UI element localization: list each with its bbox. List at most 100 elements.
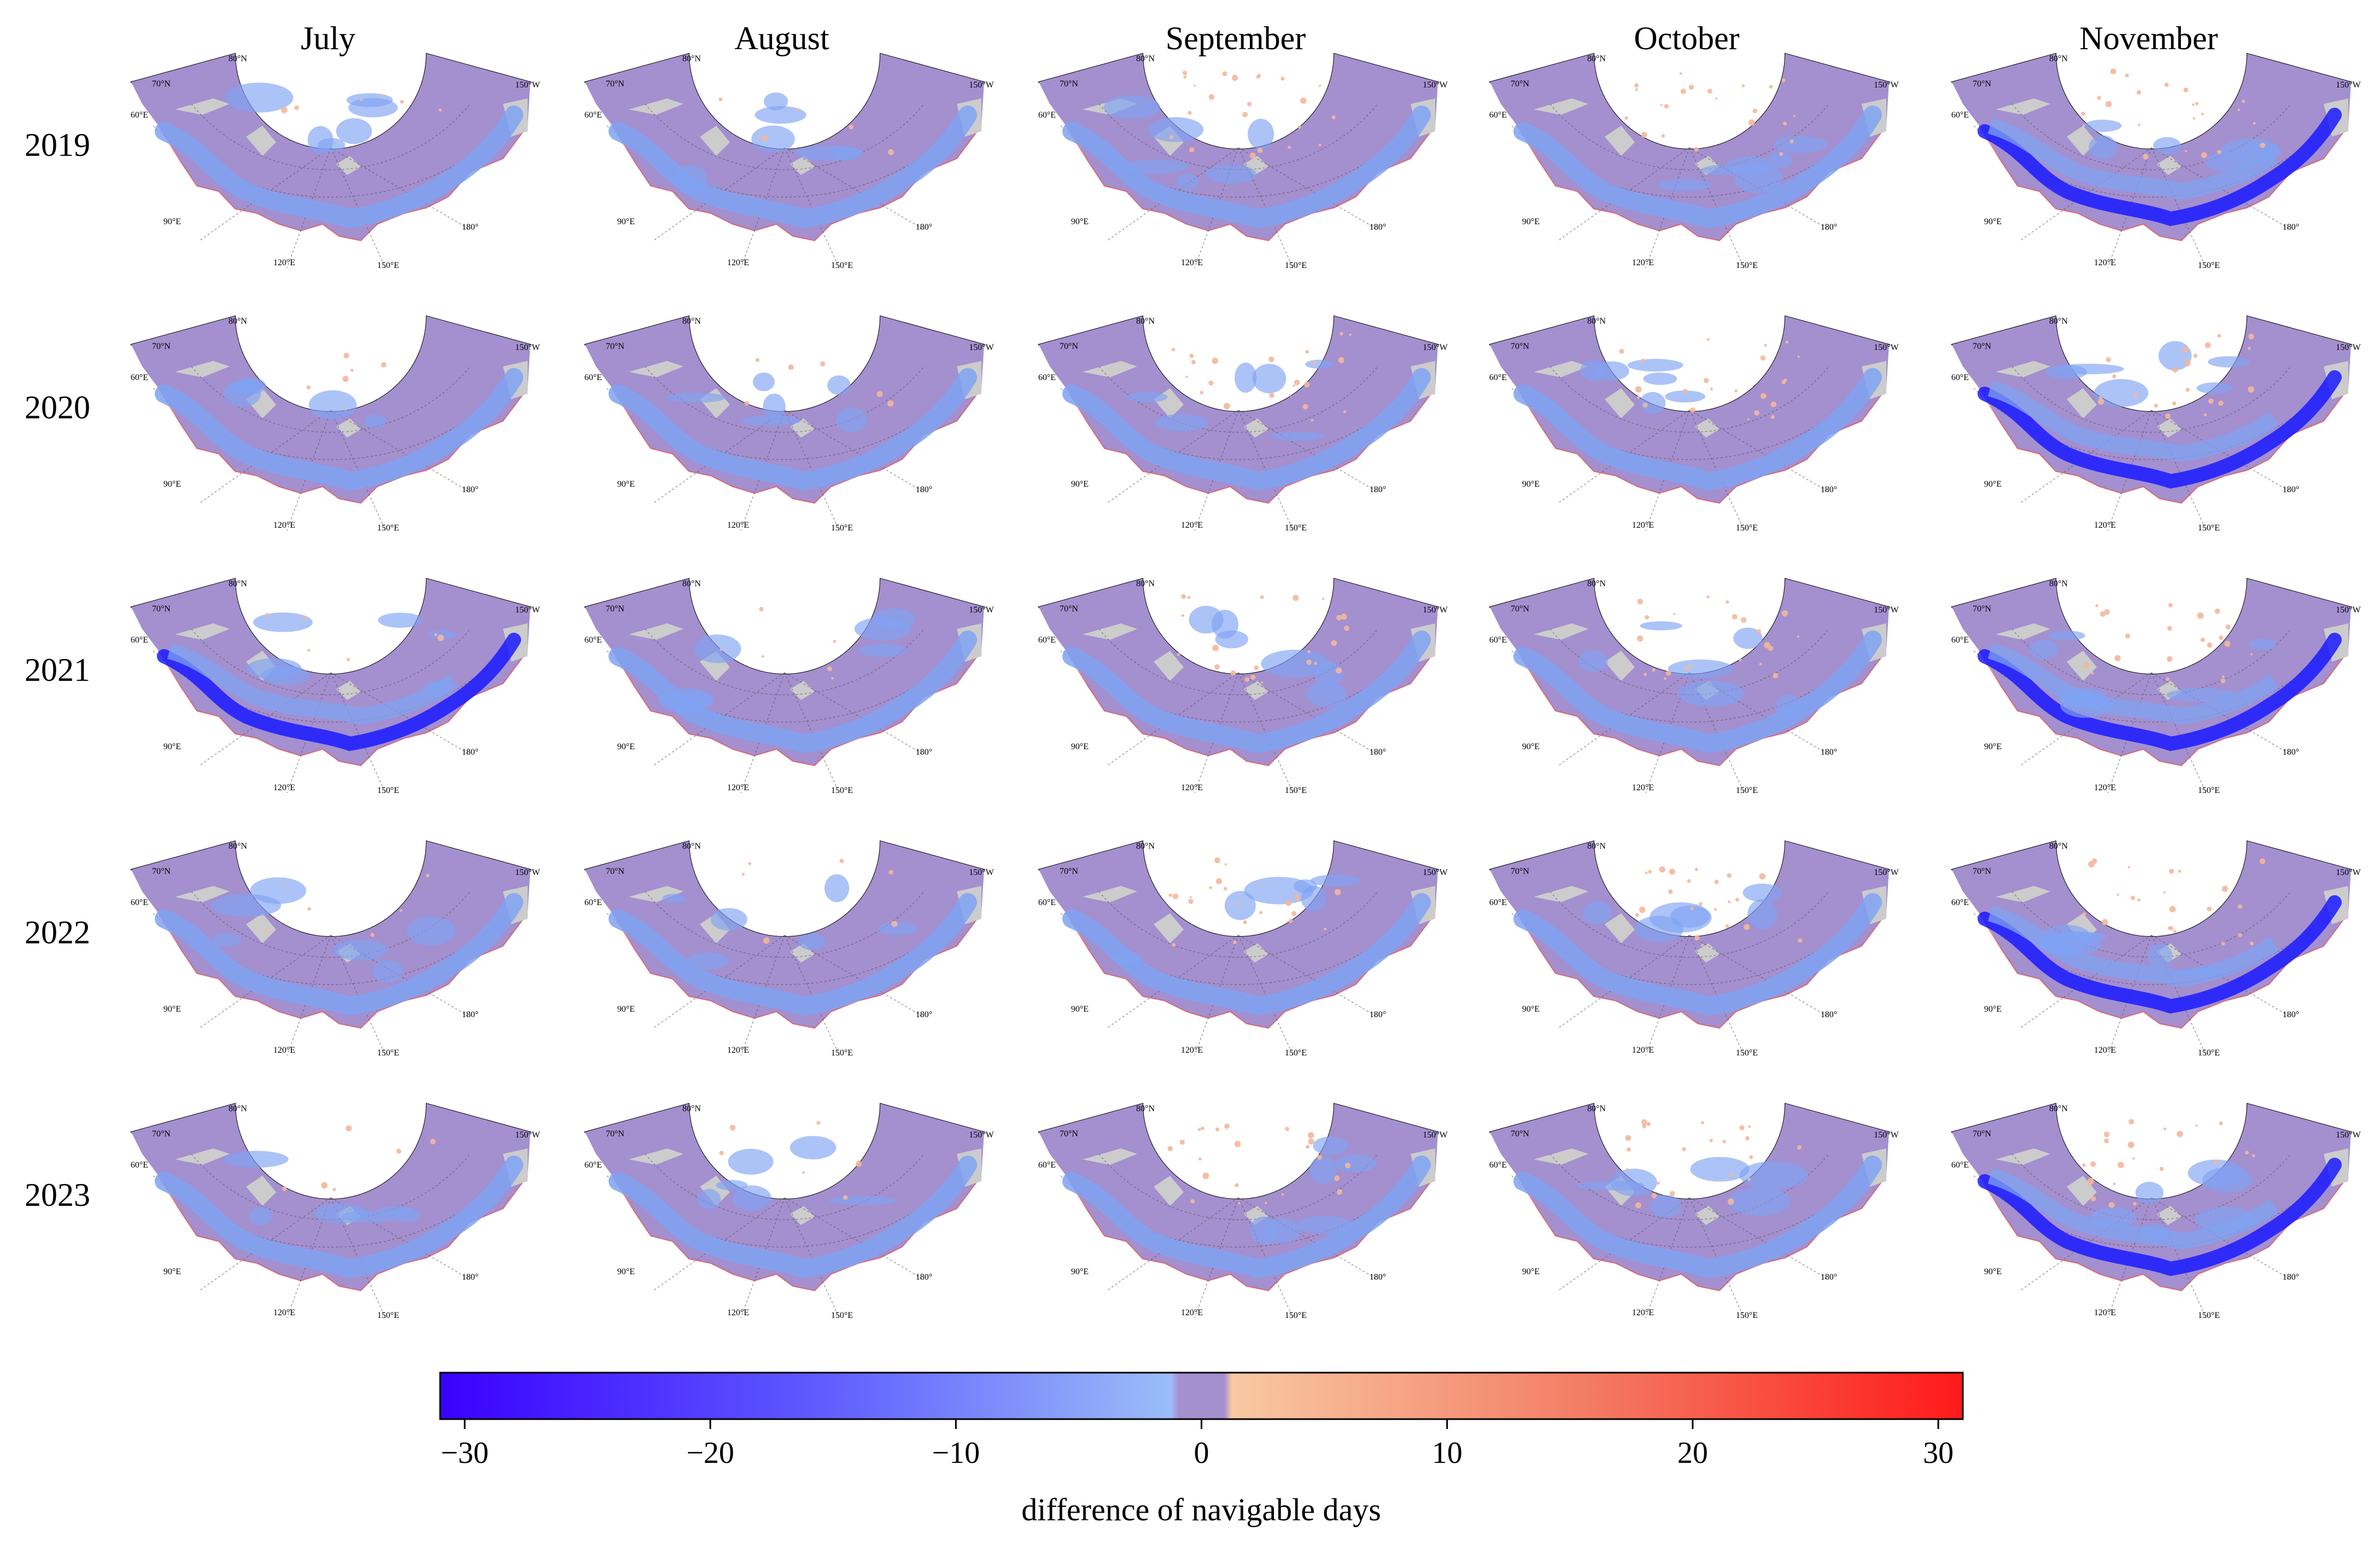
increase-speck [2193,353,2198,358]
decrease-patch [859,644,907,657]
increase-speck [1682,1147,1686,1152]
increase-speck [2099,395,2103,400]
geo-label-lat80: 80°N [1136,842,1155,851]
geo-label-lat80: 80°N [229,579,247,588]
increase-speck [1651,1193,1657,1199]
increase-speck [1635,913,1639,917]
decrease-patch [223,380,261,407]
increase-speck [1312,361,1316,366]
geo-label-lat70: 70°N [1511,342,1529,351]
increase-speck [1670,1191,1675,1197]
increase-speck [1172,943,1176,947]
increase-speck [888,870,893,875]
increase-speck [1760,393,1767,399]
map-panel-2020-november: 70°N 80°N 60°E 90°E 120°E 150°E 180° 150°W [1951,316,2361,533]
increase-speck [1646,1122,1651,1127]
increase-speck [2185,387,2190,392]
geo-label-lon150w: 150°W [1423,343,1448,352]
increase-speck [2259,858,2266,865]
map-panel-2019-august: 70°N 80°N 60°E 90°E 120°E 150°E 180° 150°W [584,53,995,270]
geo-label-lon150w: 150°W [969,605,994,615]
geo-label-lon60e: 60°E [131,110,148,120]
geo-label-lon90e: 90°E [617,1267,635,1276]
increase-speck [1318,143,1321,147]
geo-label-lon120e: 120°E [2094,258,2116,267]
increase-speck [2113,1182,2116,1186]
decrease-patch [333,939,388,961]
increase-speck [759,606,764,611]
increase-speck [281,883,284,886]
increase-speck [1334,1175,1340,1181]
decrease-patch [224,1151,289,1168]
decrease-band [1062,1156,1431,1279]
decrease-band [1978,633,2342,751]
decrease-band [609,106,977,229]
geo-label-lon120e: 120°E [727,521,749,530]
increase-speck [1781,610,1788,617]
map-panel-2022-october: 70°N 80°N 60°E 90°E 120°E 150°E 180° 150°W [1489,841,1899,1058]
geo-label-lon150w: 150°W [515,343,540,352]
geo-label-lon90e: 90°E [1071,1005,1089,1014]
increase-speck [1744,924,1750,930]
map-panel-2020-october: 70°N 80°N 60°E 90°E 120°E 150°E 180° 150°W [1489,316,1899,533]
decrease-patch [764,92,788,110]
geo-label-lat80: 80°N [682,842,701,851]
decrease-patch [1314,662,1343,687]
decrease-patch [1643,372,1677,385]
geo-label-lon150e: 150°E [2198,261,2220,270]
increase-speck [2201,152,2207,159]
decrease-patch [697,1189,721,1210]
geo-label-lon150w: 150°W [969,868,994,877]
increase-speck [2197,612,2204,619]
geo-label-lat70: 70°N [152,604,171,614]
geo-label-lat80: 80°N [1136,317,1155,326]
increase-speck [1782,121,1787,126]
decrease-band [1062,631,1431,754]
map-panel-2021-november: 70°N 80°N 60°E 90°E 120°E 150°E 180° 150°W [1951,578,2361,795]
increase-speck [1188,899,1194,905]
colorbar-tick-label: 0 [1194,1436,1209,1470]
decrease-band [1513,1156,1882,1279]
decrease-patch [2194,1206,2256,1233]
increase-speck [1726,600,1729,604]
increase-speck [2217,334,2221,338]
increase-speck [1167,1146,1173,1152]
geo-label-lon60e: 60°E [1038,1160,1056,1170]
increase-speck [2137,898,2141,902]
increase-speck [1727,873,1732,878]
geo-label-lon120e: 120°E [727,258,749,267]
decrease-band-outer [1987,118,2279,200]
increase-speck [2091,672,2094,675]
decrease-patch [662,894,686,903]
decrease-band [609,368,977,491]
increase-speck [437,634,445,641]
increase-speck [1306,1145,1310,1149]
increase-speck [2237,108,2241,111]
increase-speck [2104,1138,2109,1144]
increase-speck [2087,1182,2092,1186]
increase-speck [2184,358,2188,361]
decrease-patch [341,1210,401,1223]
increase-speck [382,94,385,97]
geo-label-lon150w: 150°W [2336,1130,2361,1140]
geo-label-lon150e: 150°E [831,523,853,533]
geo-label-lon150w: 150°W [1423,605,1448,615]
increase-speck [2218,400,2224,406]
increase-speck [1343,410,1347,413]
increase-speck [2090,1161,2096,1167]
decrease-patch [1206,164,1257,184]
increase-speck [1644,672,1647,676]
geo-label-lon120e: 120°E [273,783,295,792]
decrease-patch [1215,630,1248,649]
increase-speck [1201,1127,1204,1130]
increase-speck [2248,347,2251,350]
geo-label-lon120e: 120°E [1632,1046,1654,1055]
increase-speck [1242,112,1248,118]
geo-label-lon60e: 60°E [1038,635,1056,645]
geo-label-lat80: 80°N [1136,54,1155,63]
increase-speck [1679,72,1682,75]
increase-speck [1663,676,1666,680]
map-panel-2022-november: 70°N 80°N 60°E 90°E 120°E 150°E 180° 150°W [1951,841,2361,1058]
increase-speck [1224,863,1227,866]
increase-speck [720,647,723,651]
